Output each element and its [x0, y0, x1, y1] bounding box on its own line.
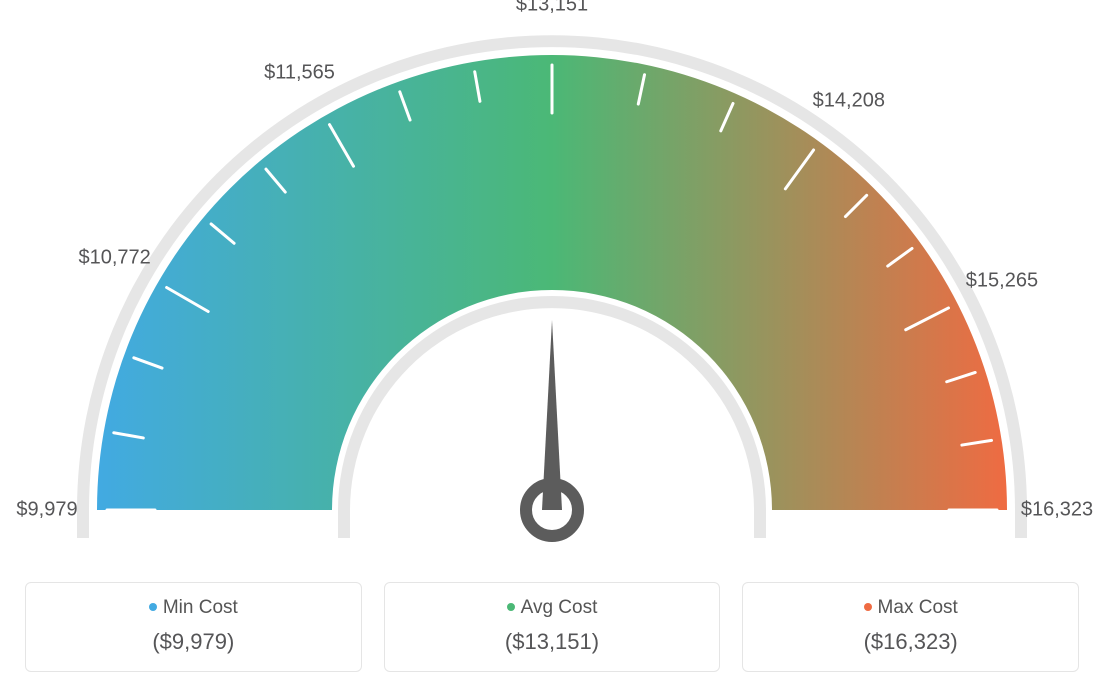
legend-value-avg: ($13,151) [395, 629, 710, 655]
legend-card-min: Min Cost ($9,979) [25, 582, 362, 672]
gauge-chart: $9,979 $10,772 $11,565 $13,151 $14,208 $15,26… [0, 0, 1104, 560]
dot-icon [149, 603, 157, 611]
legend-label-min: Min Cost [163, 597, 238, 618]
legend-row: Min Cost ($9,979) Avg Cost ($13,151) Max… [25, 582, 1079, 672]
gauge-tick-label: $13,151 [516, 0, 588, 17]
gauge-tick-label: $10,772 [79, 246, 151, 269]
gauge-tick-label: $11,565 [264, 61, 335, 84]
legend-card-avg: Avg Cost ($13,151) [384, 582, 721, 672]
gauge-tick-label: $15,265 [966, 269, 1038, 292]
dot-icon [864, 603, 872, 611]
gauge-needle [526, 320, 578, 536]
legend-label-max: Max Cost [878, 597, 958, 618]
legend-title-min: Min Cost [36, 597, 351, 619]
gauge-tick-label: $16,323 [1021, 499, 1093, 522]
legend-value-min: ($9,979) [36, 629, 351, 655]
legend-card-max: Max Cost ($16,323) [742, 582, 1079, 672]
legend-value-max: ($16,323) [753, 629, 1068, 655]
gauge-svg [0, 0, 1104, 560]
legend-title-max: Max Cost [753, 597, 1068, 619]
gauge-tick-label: $9,979 [16, 499, 77, 522]
gauge-tick-label: $14,208 [813, 90, 885, 113]
dot-icon [507, 603, 515, 611]
legend-title-avg: Avg Cost [395, 597, 710, 619]
legend-label-avg: Avg Cost [521, 597, 598, 618]
